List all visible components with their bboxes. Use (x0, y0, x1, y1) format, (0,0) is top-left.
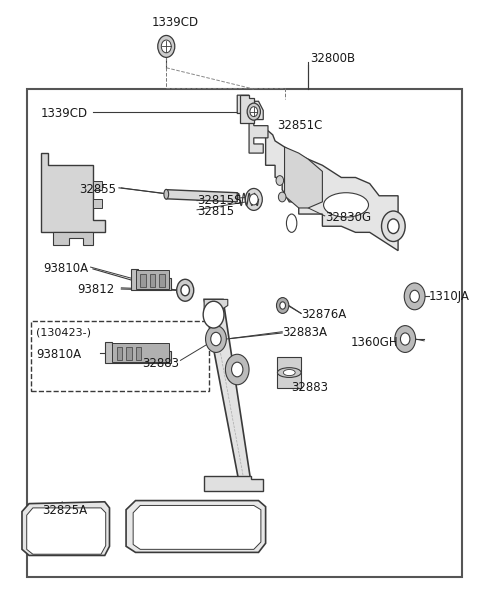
Text: 32815: 32815 (197, 205, 234, 218)
Circle shape (400, 333, 410, 345)
Polygon shape (112, 343, 168, 362)
Bar (117, 347, 122, 360)
Circle shape (276, 175, 284, 185)
Bar (140, 274, 146, 287)
Text: 93812: 93812 (77, 282, 114, 296)
Polygon shape (93, 180, 102, 189)
Circle shape (245, 188, 262, 210)
Text: 1360GH: 1360GH (351, 335, 398, 349)
Text: 32855: 32855 (80, 183, 117, 196)
Circle shape (211, 332, 221, 346)
Polygon shape (53, 232, 93, 244)
Text: 32800B: 32800B (311, 52, 356, 65)
Circle shape (395, 326, 416, 353)
Circle shape (404, 283, 425, 310)
Bar (159, 274, 165, 287)
Polygon shape (105, 342, 171, 364)
Bar (277, 357, 301, 388)
Circle shape (250, 107, 258, 117)
Bar (126, 347, 132, 360)
Polygon shape (22, 502, 109, 555)
Circle shape (250, 194, 258, 205)
Circle shape (203, 301, 224, 328)
Circle shape (226, 354, 249, 385)
Polygon shape (265, 129, 398, 251)
Polygon shape (135, 270, 168, 289)
Polygon shape (131, 269, 171, 290)
Circle shape (276, 298, 289, 313)
Text: 32815S: 32815S (197, 194, 241, 207)
Ellipse shape (283, 370, 295, 376)
Text: 32825A: 32825A (42, 505, 87, 518)
Circle shape (388, 219, 399, 233)
Circle shape (382, 211, 405, 241)
Polygon shape (133, 505, 261, 549)
Text: 1339CD: 1339CD (41, 107, 88, 120)
Ellipse shape (277, 368, 301, 378)
Circle shape (231, 362, 243, 377)
Polygon shape (285, 147, 323, 208)
Text: 32883: 32883 (143, 357, 180, 370)
Circle shape (177, 279, 194, 301)
Circle shape (410, 290, 420, 302)
Circle shape (280, 302, 286, 309)
Ellipse shape (287, 214, 297, 232)
Text: 32876A: 32876A (301, 308, 347, 321)
Circle shape (247, 103, 261, 120)
Polygon shape (41, 153, 105, 232)
Polygon shape (93, 199, 102, 208)
Circle shape (158, 35, 175, 57)
Polygon shape (126, 500, 265, 552)
Polygon shape (27, 508, 106, 554)
Polygon shape (237, 95, 268, 153)
Ellipse shape (324, 192, 369, 217)
Polygon shape (240, 95, 254, 123)
Circle shape (161, 40, 171, 53)
Bar (32, 321, 209, 391)
Polygon shape (204, 476, 263, 491)
Ellipse shape (164, 189, 168, 199)
Bar (27, 89, 462, 577)
Text: 1310JA: 1310JA (429, 290, 470, 303)
Circle shape (181, 285, 190, 296)
Polygon shape (204, 299, 252, 485)
Text: 93810A: 93810A (36, 348, 81, 360)
Polygon shape (204, 299, 228, 312)
Text: 32883: 32883 (292, 381, 329, 394)
Polygon shape (166, 189, 237, 202)
Text: (130423-): (130423-) (36, 328, 91, 338)
Text: 32830G: 32830G (325, 211, 371, 224)
Text: 1339CD: 1339CD (152, 15, 199, 29)
Bar (150, 274, 156, 287)
Text: 32883A: 32883A (282, 326, 327, 340)
Circle shape (278, 192, 286, 202)
Text: 93810A: 93810A (43, 262, 88, 276)
Circle shape (205, 326, 227, 353)
Bar (135, 347, 141, 360)
Text: 32851C: 32851C (277, 119, 323, 132)
